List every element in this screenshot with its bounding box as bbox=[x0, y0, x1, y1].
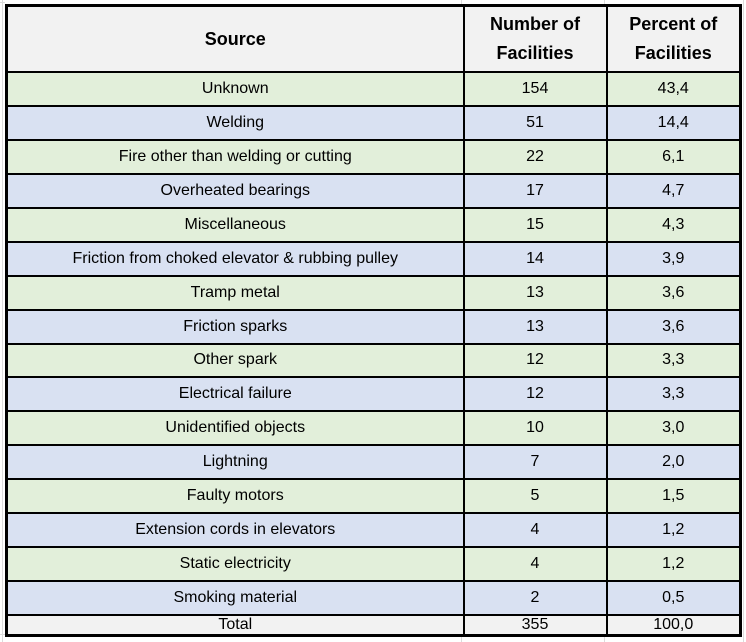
source-cell[interactable]: Static electricity bbox=[5, 546, 465, 583]
margin-gridline bbox=[0, 634, 5, 635]
header-row: Source Number of Facilities Percent of F… bbox=[5, 4, 742, 73]
table-row: Other spark 12 3,3 bbox=[5, 342, 742, 379]
margin-gridline bbox=[461, 637, 462, 642]
percent-cell[interactable]: 6,1 bbox=[605, 138, 742, 175]
header-source[interactable]: Source bbox=[5, 4, 465, 73]
table-row: Static electricity 4 1,2 bbox=[5, 546, 742, 583]
source-cell[interactable]: Friction from choked elevator & rubbing … bbox=[5, 240, 465, 277]
table-row: Friction sparks 13 3,6 bbox=[5, 308, 742, 345]
facilities-cell[interactable]: 7 bbox=[462, 444, 608, 481]
facilities-cell[interactable]: 13 bbox=[462, 308, 608, 345]
fire-source-table: Source Number of Facilities Percent of F… bbox=[5, 4, 742, 637]
margin-gridline bbox=[604, 0, 605, 5]
facilities-cell[interactable]: 13 bbox=[462, 274, 608, 311]
percent-cell[interactable]: 3,3 bbox=[605, 342, 742, 379]
facilities-cell[interactable]: 17 bbox=[462, 172, 608, 209]
table-row: Lightning 7 2,0 bbox=[5, 444, 742, 481]
percent-cell[interactable]: 14,4 bbox=[605, 104, 742, 141]
percent-cell[interactable]: 0,5 bbox=[605, 580, 742, 616]
margin-gridline bbox=[461, 0, 462, 5]
source-cell[interactable]: Friction sparks bbox=[5, 308, 465, 345]
facilities-cell[interactable]: 22 bbox=[462, 138, 608, 175]
facilities-cell[interactable]: 4 bbox=[462, 512, 608, 549]
source-cell[interactable]: Unidentified objects bbox=[5, 410, 465, 447]
table-row: Fire other than welding or cutting 22 6,1 bbox=[5, 138, 742, 175]
facilities-cell[interactable]: 14 bbox=[462, 240, 608, 277]
percent-cell[interactable]: 1,2 bbox=[605, 512, 742, 549]
facilities-cell[interactable]: 15 bbox=[462, 206, 608, 243]
percent-cell[interactable]: 2,0 bbox=[605, 444, 742, 481]
percent-cell[interactable]: 3,0 bbox=[605, 410, 742, 447]
percent-cell[interactable]: 3,3 bbox=[605, 376, 742, 413]
percent-cell[interactable]: 3,6 bbox=[605, 308, 742, 345]
total-row: Total 355 100,0 bbox=[5, 614, 742, 637]
margin-gridline bbox=[743, 0, 744, 642]
total-facilities-cell[interactable]: 355 bbox=[462, 614, 608, 637]
percent-cell[interactable]: 3,9 bbox=[605, 240, 742, 277]
total-percent-cell[interactable]: 100,0 bbox=[605, 614, 742, 637]
table-row: Tramp metal 13 3,6 bbox=[5, 274, 742, 311]
table-row: Smoking material 2 0,5 bbox=[5, 580, 742, 616]
percent-cell[interactable]: 4,7 bbox=[605, 172, 742, 209]
facilities-cell[interactable]: 154 bbox=[462, 71, 608, 107]
source-cell[interactable]: Extension cords in elevators bbox=[5, 512, 465, 549]
facilities-cell[interactable]: 12 bbox=[462, 376, 608, 413]
source-cell[interactable]: Overheated bearings bbox=[5, 172, 465, 209]
table-row: Overheated bearings 17 4,7 bbox=[5, 172, 742, 209]
source-cell[interactable]: Tramp metal bbox=[5, 274, 465, 311]
percent-cell[interactable]: 1,5 bbox=[605, 478, 742, 515]
source-cell[interactable]: Fire other than welding or cutting bbox=[5, 138, 465, 175]
source-cell[interactable]: Smoking material bbox=[5, 580, 465, 616]
percent-cell[interactable]: 1,2 bbox=[605, 546, 742, 583]
percent-cell[interactable]: 4,3 bbox=[605, 206, 742, 243]
source-cell[interactable]: Other spark bbox=[5, 342, 465, 379]
table-row: Friction from choked elevator & rubbing … bbox=[5, 240, 742, 277]
facilities-cell[interactable]: 51 bbox=[462, 104, 608, 141]
total-label-cell[interactable]: Total bbox=[5, 614, 465, 637]
table-row: Miscellaneous 15 4,3 bbox=[5, 206, 742, 243]
source-cell[interactable]: Welding bbox=[5, 104, 465, 141]
facilities-cell[interactable]: 5 bbox=[462, 478, 608, 515]
source-cell[interactable]: Faulty motors bbox=[5, 478, 465, 515]
header-percent-of-facilities[interactable]: Percent of Facilities bbox=[605, 4, 742, 73]
header-number-of-facilities[interactable]: Number of Facilities bbox=[462, 4, 608, 73]
table-row: Electrical failure 12 3,3 bbox=[5, 376, 742, 413]
source-cell[interactable]: Miscellaneous bbox=[5, 206, 465, 243]
percent-cell[interactable]: 3,6 bbox=[605, 274, 742, 311]
table-row: Faulty motors 5 1,5 bbox=[5, 478, 742, 515]
table-body: Unknown 154 43,4 Welding 51 14,4 Fire other th… bbox=[5, 71, 742, 616]
percent-cell[interactable]: 43,4 bbox=[605, 71, 742, 107]
margin-gridline bbox=[0, 2, 5, 3]
source-cell[interactable]: Lightning bbox=[5, 444, 465, 481]
table-row: Unknown 154 43,4 bbox=[5, 71, 742, 107]
facilities-cell[interactable]: 10 bbox=[462, 410, 608, 447]
table-row: Extension cords in elevators 4 1,2 bbox=[5, 512, 742, 549]
facilities-cell[interactable]: 2 bbox=[462, 580, 608, 616]
source-cell[interactable]: Unknown bbox=[5, 71, 465, 107]
source-cell[interactable]: Electrical failure bbox=[5, 376, 465, 413]
facilities-cell[interactable]: 4 bbox=[462, 546, 608, 583]
table-row: Welding 51 14,4 bbox=[5, 104, 742, 141]
margin-gridline bbox=[2, 0, 3, 642]
facilities-cell[interactable]: 12 bbox=[462, 342, 608, 379]
table-row: Unidentified objects 10 3,0 bbox=[5, 410, 742, 447]
margin-gridline bbox=[604, 637, 605, 642]
